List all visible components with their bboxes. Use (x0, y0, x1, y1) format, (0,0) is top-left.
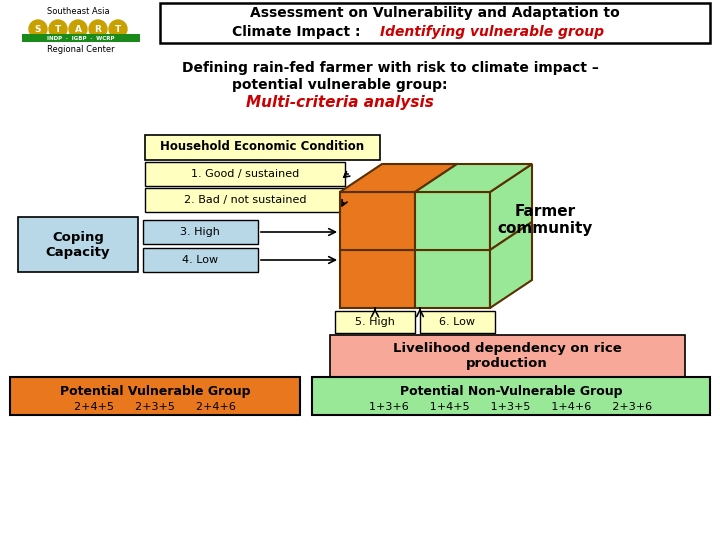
Circle shape (29, 20, 47, 38)
Polygon shape (340, 164, 457, 192)
Circle shape (49, 20, 67, 38)
Text: Livelihood dependency on rice
production: Livelihood dependency on rice production (392, 342, 621, 370)
Text: T: T (115, 24, 121, 33)
Circle shape (69, 20, 87, 38)
Text: Defining rain-fed farmer with risk to climate impact –: Defining rain-fed farmer with risk to cl… (181, 61, 598, 75)
Text: Household Economic Condition: Household Economic Condition (160, 140, 364, 153)
Text: 5. High: 5. High (355, 317, 395, 327)
Text: Southeast Asia: Southeast Asia (47, 8, 109, 17)
Text: Potential Non-Vulnerable Group: Potential Non-Vulnerable Group (400, 384, 622, 397)
Polygon shape (490, 164, 532, 250)
FancyBboxPatch shape (312, 377, 710, 415)
Text: potential vulnerable group:: potential vulnerable group: (233, 78, 448, 92)
Text: Potential Vulnerable Group: Potential Vulnerable Group (60, 384, 251, 397)
Text: 1+3+6      1+4+5      1+3+5      1+4+6      2+3+6: 1+3+6 1+4+5 1+3+5 1+4+6 2+3+6 (369, 402, 652, 412)
Text: T: T (55, 24, 61, 33)
FancyBboxPatch shape (335, 311, 415, 333)
FancyBboxPatch shape (145, 188, 345, 212)
FancyBboxPatch shape (330, 335, 685, 377)
FancyBboxPatch shape (10, 377, 300, 415)
Text: 2+4+5      2+3+5      2+4+6: 2+4+5 2+3+5 2+4+6 (74, 402, 236, 412)
FancyBboxPatch shape (420, 311, 495, 333)
Text: 2. Bad / not sustained: 2. Bad / not sustained (184, 195, 306, 205)
Text: Identifying vulnerable group: Identifying vulnerable group (380, 25, 604, 39)
FancyBboxPatch shape (143, 220, 258, 244)
Text: 1. Good / sustained: 1. Good / sustained (191, 169, 299, 179)
Text: 3. High: 3. High (180, 227, 220, 237)
Text: A: A (74, 24, 81, 33)
FancyBboxPatch shape (340, 192, 415, 250)
Text: INDP  ·  IGBP  ·  WCRP: INDP · IGBP · WCRP (48, 36, 114, 40)
FancyBboxPatch shape (145, 162, 345, 186)
Text: Climate Impact :: Climate Impact : (232, 25, 365, 39)
Text: Farmer
community: Farmer community (498, 204, 593, 236)
FancyBboxPatch shape (340, 250, 415, 308)
Circle shape (89, 20, 107, 38)
Text: Multi-criteria analysis: Multi-criteria analysis (246, 96, 434, 111)
Polygon shape (415, 164, 532, 192)
Text: Assessment on Vulnerability and Adaptation to: Assessment on Vulnerability and Adaptati… (250, 6, 620, 20)
Text: Coping
Capacity: Coping Capacity (46, 231, 110, 259)
Text: 6. Low: 6. Low (439, 317, 475, 327)
Circle shape (109, 20, 127, 38)
Text: 4. Low: 4. Low (182, 255, 218, 265)
FancyBboxPatch shape (22, 34, 140, 42)
FancyBboxPatch shape (160, 3, 710, 43)
Text: Regional Center: Regional Center (48, 45, 114, 55)
FancyBboxPatch shape (143, 248, 258, 272)
FancyBboxPatch shape (18, 217, 138, 272)
FancyBboxPatch shape (145, 135, 380, 160)
FancyBboxPatch shape (415, 192, 490, 250)
Text: R: R (94, 24, 102, 33)
Polygon shape (490, 222, 532, 308)
FancyBboxPatch shape (415, 250, 490, 308)
Text: S: S (35, 24, 41, 33)
